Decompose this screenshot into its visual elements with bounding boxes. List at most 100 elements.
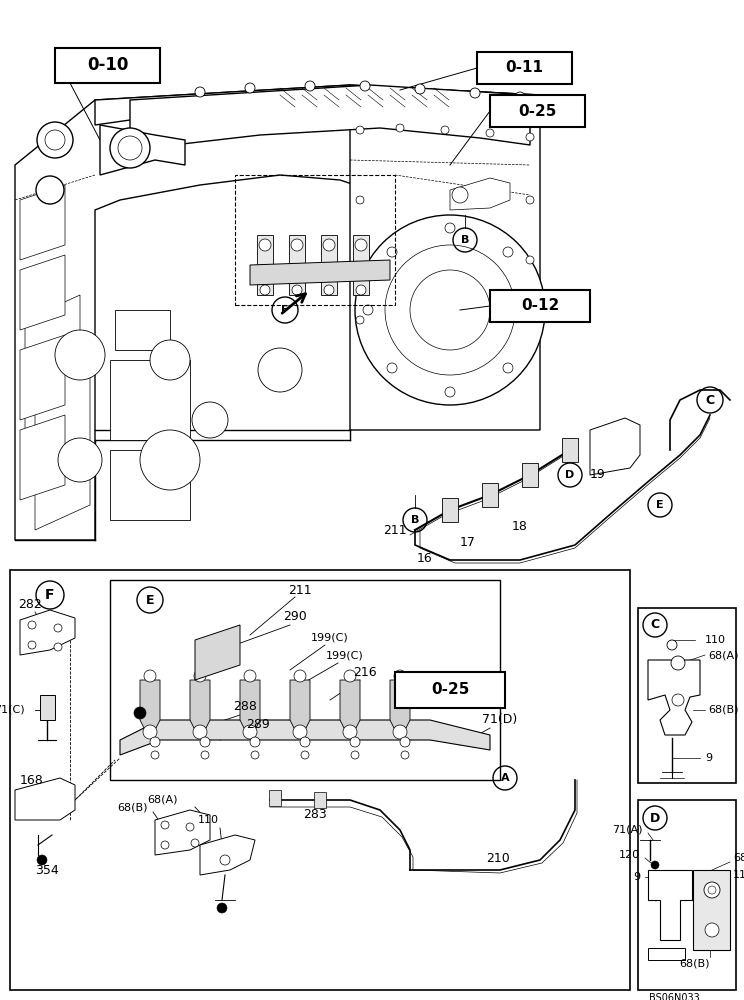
Polygon shape (353, 235, 369, 295)
Circle shape (503, 247, 513, 257)
Circle shape (143, 725, 157, 739)
Circle shape (360, 81, 370, 91)
Polygon shape (257, 235, 273, 295)
Circle shape (293, 725, 307, 739)
Text: F: F (45, 588, 55, 602)
Bar (115, 310, 170, 350)
Bar (638, 800, 736, 990)
Circle shape (394, 670, 406, 682)
Circle shape (527, 305, 537, 315)
Bar (490, 290, 590, 322)
Text: 0-25: 0-25 (431, 682, 469, 698)
Polygon shape (390, 680, 410, 730)
Circle shape (244, 670, 256, 682)
Circle shape (161, 841, 169, 849)
Polygon shape (522, 463, 538, 487)
Text: C: C (705, 393, 714, 406)
Text: 110: 110 (705, 635, 726, 645)
Text: 0-10: 0-10 (87, 56, 128, 75)
Circle shape (400, 737, 410, 747)
Circle shape (192, 402, 228, 438)
Circle shape (486, 129, 494, 137)
Circle shape (526, 196, 534, 204)
Circle shape (503, 363, 513, 373)
Circle shape (705, 923, 719, 937)
Bar (638, 608, 736, 783)
Polygon shape (20, 415, 65, 500)
Text: BS06N033: BS06N033 (650, 993, 700, 1000)
Text: C: C (650, 618, 660, 632)
Polygon shape (130, 85, 530, 150)
Polygon shape (562, 438, 578, 462)
Circle shape (393, 725, 407, 739)
Polygon shape (20, 185, 65, 260)
Text: D: D (565, 470, 574, 480)
Text: 289: 289 (246, 718, 270, 732)
Bar (490, 95, 585, 127)
Circle shape (387, 363, 397, 373)
Polygon shape (15, 778, 75, 820)
Polygon shape (350, 85, 540, 430)
Circle shape (55, 330, 105, 380)
Text: 290: 290 (283, 610, 307, 624)
Polygon shape (648, 948, 685, 960)
Text: 9: 9 (705, 753, 712, 763)
Bar (395, 672, 505, 708)
Bar (110, 360, 190, 440)
Circle shape (36, 176, 64, 204)
Polygon shape (120, 720, 490, 755)
Text: 9: 9 (633, 872, 640, 882)
Circle shape (526, 133, 534, 141)
Circle shape (301, 751, 309, 759)
Circle shape (201, 751, 209, 759)
Text: 71(D): 71(D) (482, 714, 518, 726)
Circle shape (54, 643, 62, 651)
Text: 110: 110 (197, 815, 219, 825)
Circle shape (194, 670, 206, 682)
Circle shape (150, 737, 160, 747)
Polygon shape (20, 255, 65, 330)
Text: 68(A): 68(A) (147, 795, 177, 805)
Text: 68(B): 68(B) (708, 705, 739, 715)
Circle shape (144, 670, 156, 682)
Circle shape (300, 737, 310, 747)
Circle shape (45, 130, 65, 150)
Text: 211: 211 (383, 524, 407, 536)
Circle shape (385, 245, 515, 375)
Bar (10, 570, 630, 990)
Polygon shape (240, 680, 260, 730)
Polygon shape (95, 85, 540, 125)
Bar (110, 450, 190, 520)
Circle shape (186, 823, 194, 831)
Text: 16: 16 (417, 552, 433, 564)
Text: 288: 288 (233, 700, 257, 714)
Circle shape (140, 430, 200, 490)
Circle shape (526, 256, 534, 264)
Circle shape (200, 737, 210, 747)
Text: 68(B): 68(B) (680, 958, 711, 968)
Circle shape (452, 187, 468, 203)
Circle shape (363, 305, 373, 315)
Text: 71(A): 71(A) (612, 825, 643, 835)
Circle shape (704, 882, 720, 898)
Circle shape (344, 670, 356, 682)
Circle shape (151, 751, 159, 759)
Polygon shape (155, 810, 210, 855)
Circle shape (258, 348, 302, 392)
Text: 210: 210 (486, 852, 510, 864)
Circle shape (356, 316, 364, 324)
Polygon shape (590, 418, 640, 475)
Circle shape (445, 223, 455, 233)
Circle shape (217, 903, 227, 913)
Text: 0-12: 0-12 (521, 298, 559, 314)
Text: 0-25: 0-25 (519, 104, 557, 118)
Polygon shape (648, 660, 700, 735)
Circle shape (343, 725, 357, 739)
Circle shape (350, 737, 360, 747)
Circle shape (355, 239, 367, 251)
Circle shape (193, 725, 207, 739)
Circle shape (260, 285, 270, 295)
Circle shape (294, 670, 306, 682)
Circle shape (37, 855, 47, 865)
Circle shape (355, 215, 545, 405)
